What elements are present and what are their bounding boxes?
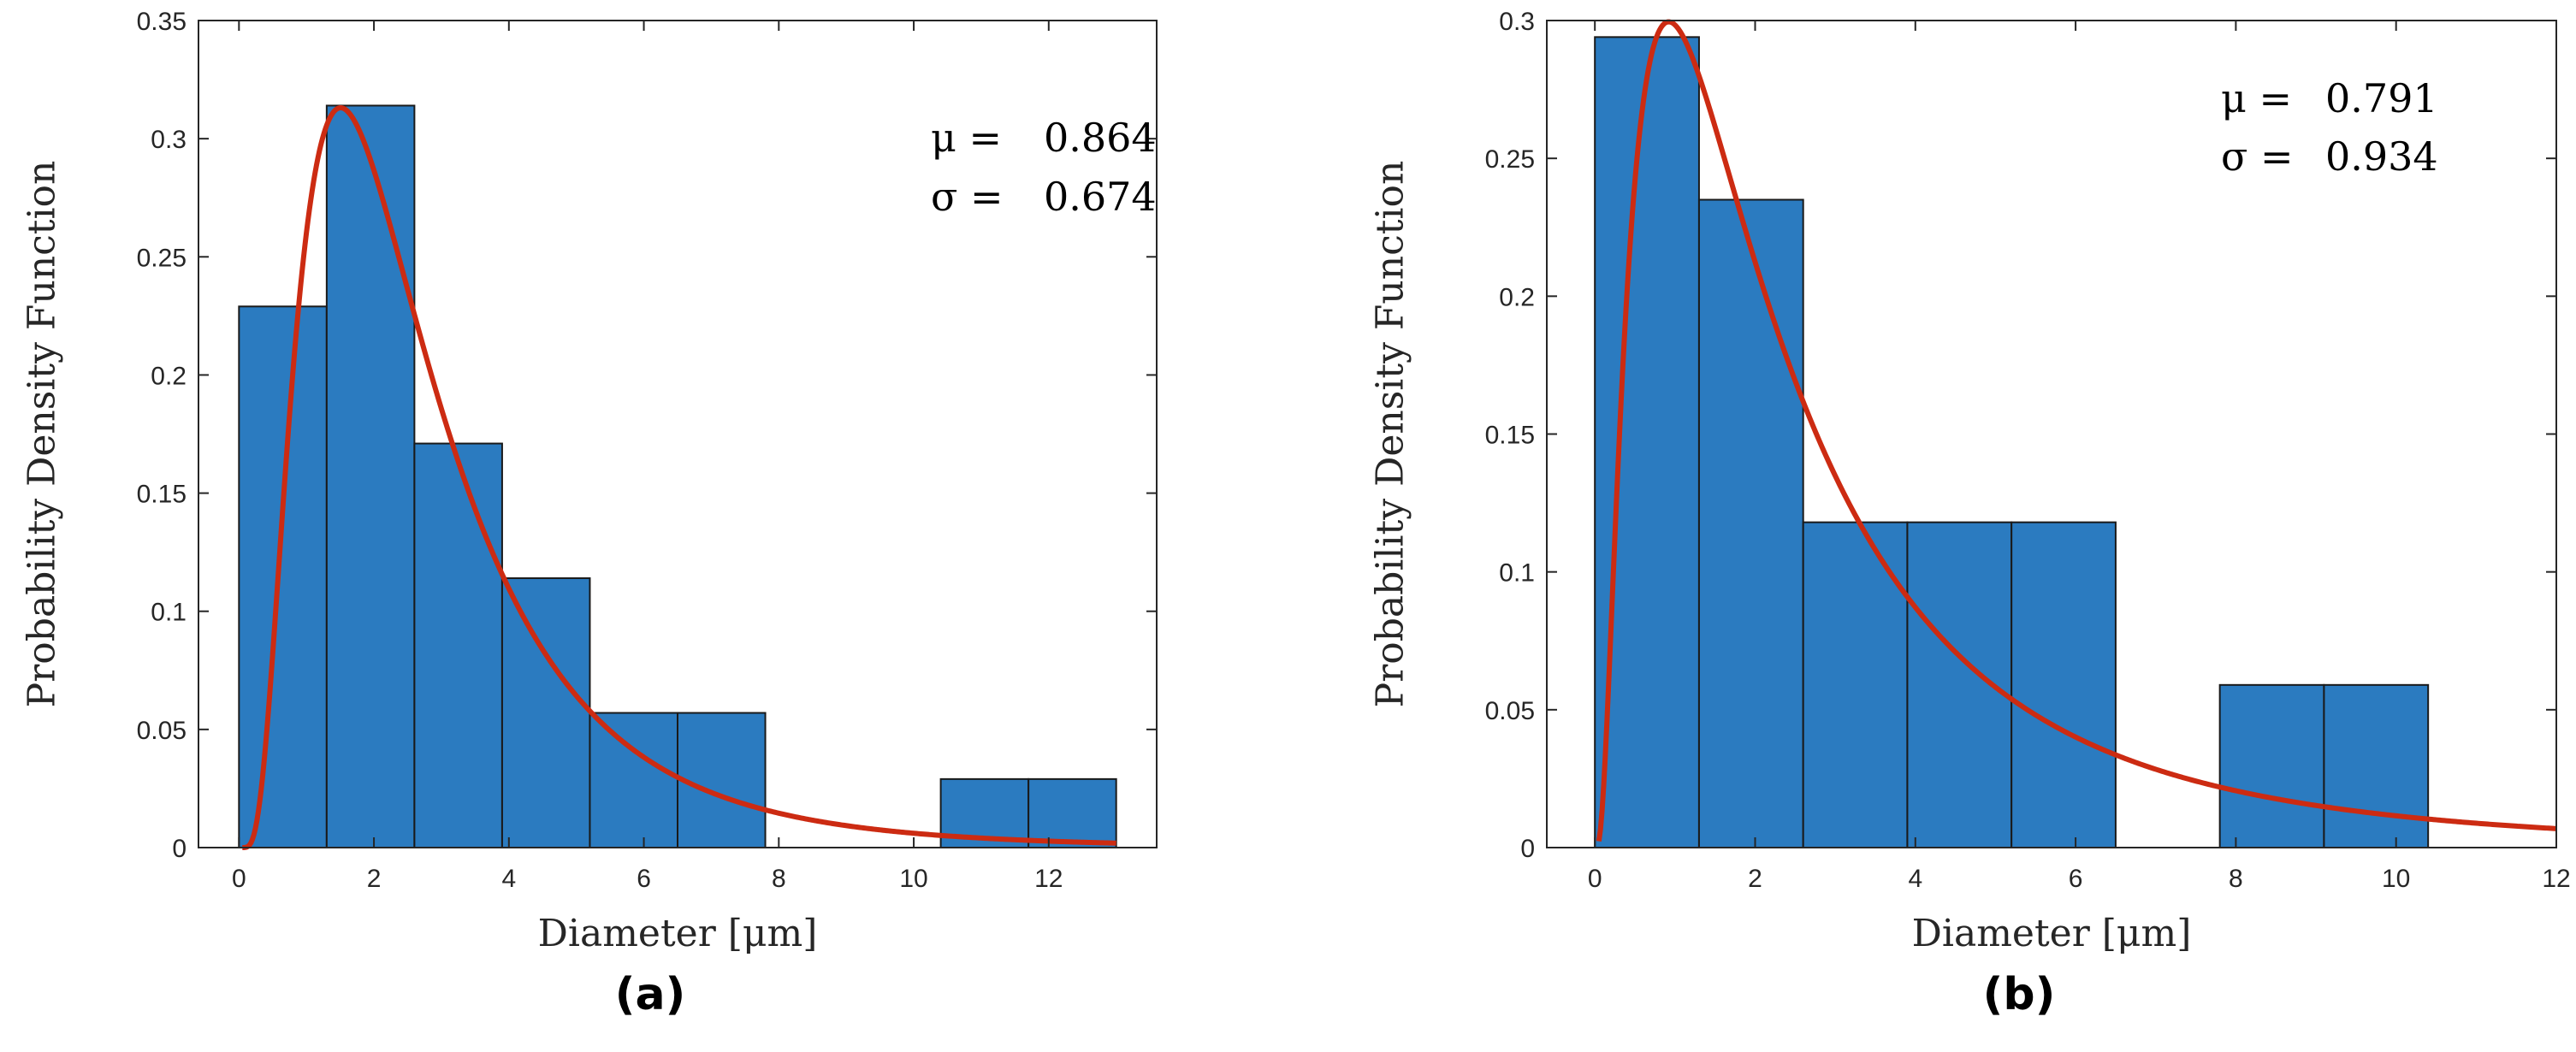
panel-a-y-axis-title: Probability Density Function: [20, 161, 63, 708]
panel-a-y-ticks: 0 0.05 0.1 0.15 0.2 0.25 0.3 0.35: [137, 8, 1157, 863]
panel-a: 0 2 4 6 8 10 12 0 0.05 0.1 0.15 0.2 0.25 0.3 0.35 Dia…: [20, 8, 1158, 1020]
panel-a-sigma-value: 0.674: [1044, 174, 1157, 220]
panel-a-xtick-label: 0: [232, 865, 246, 893]
panel-b-ytick-label: 0.2: [1499, 283, 1535, 311]
panel-b-xtick-label: 6: [2069, 865, 2083, 893]
panel-a-ytick-label: 0.1: [151, 599, 187, 627]
panel-a-ytick-label: 0.35: [137, 8, 187, 36]
panel-b-ytick-label: 0.05: [1485, 697, 1535, 725]
panel-a-ytick-label: 0.2: [151, 362, 187, 390]
panel-a-ytick-label: 0.05: [137, 717, 187, 745]
panel-b-ytick-label: 0.1: [1499, 559, 1535, 588]
panel-b-sigma-label: σ =: [2221, 133, 2294, 180]
panel-a-xtick-label: 2: [367, 865, 382, 893]
panel-b-mu-value: 0.791: [2325, 75, 2438, 121]
panel-b-fit-curve: [1596, 19, 2557, 842]
panel-a-xtick-label: 10: [899, 865, 927, 893]
panel-b-bar-1: [1594, 36, 1700, 848]
panel-a-bar-1: [238, 305, 328, 848]
panel-a-fit-curve: [242, 105, 1116, 850]
panel-a-xtick-label: 6: [637, 865, 651, 893]
panel-b-x-ticks: 0 2 4 6 8 10 12: [1588, 21, 2571, 893]
panel-b-bar-6: [2218, 683, 2325, 848]
panel-a-ytick-label: 0.15: [137, 481, 187, 509]
panel-b-bar-5: [2010, 521, 2117, 848]
panel-a-bar-4: [500, 577, 591, 849]
panel-a-xtick-label: 12: [1034, 865, 1063, 893]
panel-b-y-ticks: 0 0.05 0.1 0.15 0.2 0.25 0.3: [1485, 8, 2556, 863]
panel-b: 0 2 4 6 8 10 12 0 0.05 0.1 0.15 0.2 0.25 0.3 Diamete…: [1368, 8, 2570, 1020]
panel-a-mu-label: μ =: [931, 115, 1002, 161]
panel-a-bar-2: [325, 104, 416, 849]
panel-b-mu-label: μ =: [2221, 75, 2292, 121]
panel-b-ytick-label: 0.15: [1485, 422, 1535, 450]
panel-b-ytick-label: 0: [1520, 835, 1535, 863]
panel-a-ytick-label: 0.25: [137, 244, 187, 272]
panel-b-y-axis-title: Probability Density Function: [1368, 161, 1412, 708]
panel-a-plot-frame: [198, 20, 1158, 848]
panel-a-ytick-label: 0.3: [151, 126, 187, 154]
panel-b-x-axis-title: Diameter [μm]: [1912, 912, 2192, 955]
panel-a-xtick-label: 4: [501, 865, 516, 893]
panel-b-xtick-label: 12: [2542, 865, 2570, 893]
panel-b-caption: (b): [1983, 969, 2056, 1020]
panel-b-xtick-label: 2: [1748, 865, 1762, 893]
panel-b-ytick-label: 0.3: [1499, 8, 1535, 36]
panel-b-xtick-label: 8: [2229, 865, 2243, 893]
panel-a-caption: (a): [615, 969, 686, 1020]
panel-b-xtick-label: 4: [1908, 865, 1922, 893]
panel-a-bar-3: [413, 442, 503, 849]
panel-b-bar-7: [2323, 683, 2430, 848]
panel-a-ytick-label: 0: [172, 835, 187, 863]
panel-b-bars: [1594, 36, 2430, 848]
panel-a-x-ticks: 0 2 4 6 8 10 12: [232, 21, 1063, 893]
panel-b-xtick-label: 10: [2382, 865, 2410, 893]
panel-a-bars: [238, 104, 1117, 849]
panel-a-xtick-label: 8: [772, 865, 786, 893]
panel-a-bar-5: [589, 712, 678, 849]
panel-a-x-axis-title: Diameter [μm]: [538, 912, 818, 955]
panel-b-bar-2: [1697, 198, 1804, 848]
panel-a-mu-value: 0.864: [1044, 115, 1157, 161]
panel-b-sigma-value: 0.934: [2325, 133, 2438, 180]
panel-a-bar-6: [677, 712, 767, 849]
panel-a-sigma-label: σ =: [931, 174, 1004, 220]
panel-a-bar-8: [1027, 777, 1117, 848]
panel-b-xtick-label: 0: [1588, 865, 1602, 893]
panel-b-ytick-label: 0.25: [1485, 145, 1535, 174]
